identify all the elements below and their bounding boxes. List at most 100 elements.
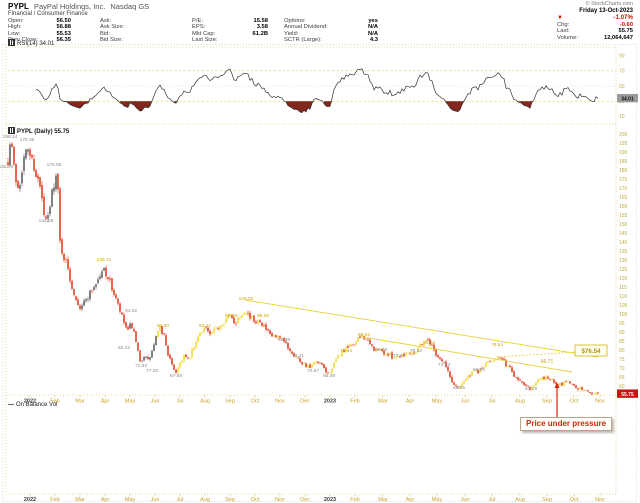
- quote-row-bid: Bid:: [100, 31, 164, 37]
- svg-text:Oct: Oct: [251, 399, 260, 405]
- svg-text:Apr: Apr: [406, 399, 415, 405]
- sctr-label: SCTR (Large):: [284, 37, 322, 44]
- svg-text:82.42: 82.42: [118, 345, 130, 351]
- quote-col-bid-ask: Ask: Ask Size: Bid: Bid Size:: [100, 18, 164, 44]
- svg-text:179.36: 179.36: [20, 137, 35, 143]
- quote-row-last-size: Last Size:: [192, 37, 268, 43]
- last-value-boxes: 55.75 34.01: [617, 93, 638, 398]
- eps-value: 3.58: [256, 24, 268, 31]
- svg-text:Jul: Jul: [488, 497, 495, 503]
- svg-text:Sep: Sep: [542, 399, 552, 405]
- volume-value: 12,064,647: [603, 34, 633, 41]
- svg-text:66.39: 66.39: [323, 373, 335, 379]
- svg-text:70: 70: [619, 366, 625, 372]
- svg-text:Oct: Oct: [570, 399, 579, 405]
- pct-change-value: -1.07%: [613, 14, 633, 21]
- quote-row-yield: Yield: N/A: [284, 31, 378, 37]
- svg-text:May: May: [125, 497, 136, 503]
- svg-text:78.41: 78.41: [292, 353, 304, 359]
- obv-line-icon: —: [8, 402, 14, 408]
- svg-text:58.95: 58.95: [453, 385, 465, 391]
- quote-row-low: Low: 55.53: [8, 31, 71, 37]
- chart-header: PYPL PayPal Holdings, Inc. Nasdaq GS: [8, 2, 149, 11]
- svg-text:Jun: Jun: [461, 497, 470, 503]
- svg-text:Dec: Dec: [300, 399, 310, 405]
- svg-text:80.79: 80.79: [375, 347, 387, 353]
- svg-text:57.29: 57.29: [525, 386, 537, 392]
- down-arrow-icon: ▼: [557, 15, 563, 21]
- quote-row-ask: Ask:: [100, 18, 164, 24]
- svg-text:95: 95: [619, 321, 625, 327]
- volume-label: Volume:: [557, 34, 578, 41]
- svg-text:130: 130: [619, 258, 628, 264]
- svg-text:Jul: Jul: [176, 497, 183, 503]
- svg-text:115: 115: [619, 285, 627, 291]
- svg-text:May: May: [125, 399, 136, 405]
- ticker-symbol: PYPL: [8, 2, 29, 11]
- rsi-gridlines: [8, 70, 615, 102]
- obv-panel-label: — On Balance Vol: [8, 402, 57, 408]
- svg-text:182.70: 182.70: [0, 164, 14, 170]
- svg-text:80: 80: [619, 348, 625, 354]
- svg-text:155: 155: [619, 213, 628, 219]
- svg-text:Apr: Apr: [101, 497, 110, 503]
- chg-label: Chg:: [557, 21, 570, 28]
- svg-text:175: 175: [619, 177, 628, 183]
- sector-industry: Financial / Consumer Finance: [8, 11, 88, 17]
- hline-label-box: $76.54: [574, 344, 608, 357]
- main-panel-title: PYPL (Daily) 55.75: [8, 127, 69, 135]
- svg-text:10: 10: [619, 114, 625, 120]
- svg-text:140: 140: [619, 240, 628, 246]
- rsi-panel-label: RSI(14) 34.01: [8, 39, 54, 47]
- quote-row-open: Open: 56.50: [8, 18, 71, 24]
- svg-text:100: 100: [619, 312, 628, 318]
- quote-row-dividend: Annual Dividend: N/A: [284, 24, 378, 30]
- svg-text:Mar: Mar: [75, 497, 85, 503]
- svg-text:Aug: Aug: [200, 399, 210, 405]
- svg-text:Aug: Aug: [200, 497, 210, 503]
- svg-text:34.01: 34.01: [621, 96, 634, 102]
- svg-text:Feb: Feb: [350, 399, 359, 405]
- svg-text:103.03: 103.03: [239, 296, 254, 302]
- last-label: Last:: [557, 28, 570, 35]
- svg-text:90: 90: [619, 330, 625, 336]
- svg-text:120: 120: [619, 276, 628, 282]
- svg-text:2022: 2022: [24, 399, 36, 405]
- ask-size-label: Ask Size:: [100, 24, 125, 31]
- svg-text:85: 85: [619, 339, 625, 345]
- yield-label: Yield:: [284, 30, 299, 37]
- svg-text:Jul: Jul: [176, 399, 183, 405]
- stockcharts-credit: © StockCharts.com: [585, 1, 633, 7]
- mktcap-value: 61.2B: [252, 30, 268, 37]
- svg-text:105: 105: [619, 303, 628, 309]
- svg-text:145: 145: [619, 231, 628, 237]
- sctr-value: 4.3: [369, 37, 378, 44]
- svg-text:110: 110: [619, 294, 627, 300]
- pct-change-row: ▼ -1.07%: [557, 14, 633, 22]
- low-value: 55.53: [56, 30, 71, 37]
- mktcap-label: Mkt Cap:: [192, 30, 216, 37]
- quote-row-prev-close: Prev Close: 56.35: [8, 37, 71, 43]
- svg-text:195: 195: [619, 141, 628, 147]
- quote-date: Friday 13-Oct-2023: [579, 8, 633, 14]
- svg-text:94.30: 94.30: [157, 323, 169, 329]
- quote-col-fundamentals: P/E: 15.58 EPS: 3.58 Mkt Cap: 61.2B Last Si…: [192, 18, 268, 44]
- svg-text:Oct: Oct: [570, 497, 579, 503]
- svg-text:Nov: Nov: [595, 399, 605, 405]
- svg-text:Dec: Dec: [300, 497, 310, 503]
- svg-text:150: 150: [619, 222, 628, 228]
- y-axis-labels: 200 195 190 185 180 175 170 165 160 155 150 145 140 1…: [619, 53, 628, 389]
- bid-label: Bid:: [100, 30, 110, 37]
- svg-text:Jul: Jul: [488, 399, 495, 405]
- trendlines-layer: 66.71: [244, 299, 599, 373]
- svg-text:Oct: Oct: [251, 497, 260, 503]
- last-row: Last: 55.75: [557, 28, 633, 35]
- svg-text:98.06: 98.06: [257, 313, 269, 319]
- svg-text:Aug: Aug: [515, 399, 525, 405]
- svg-text:Nov: Nov: [275, 399, 285, 405]
- svg-text:Apr: Apr: [406, 497, 415, 503]
- svg-text:190: 190: [619, 150, 628, 156]
- exchange-name: Nasdaq GS: [110, 2, 150, 11]
- bid-size-label: Bid Size:: [100, 37, 123, 44]
